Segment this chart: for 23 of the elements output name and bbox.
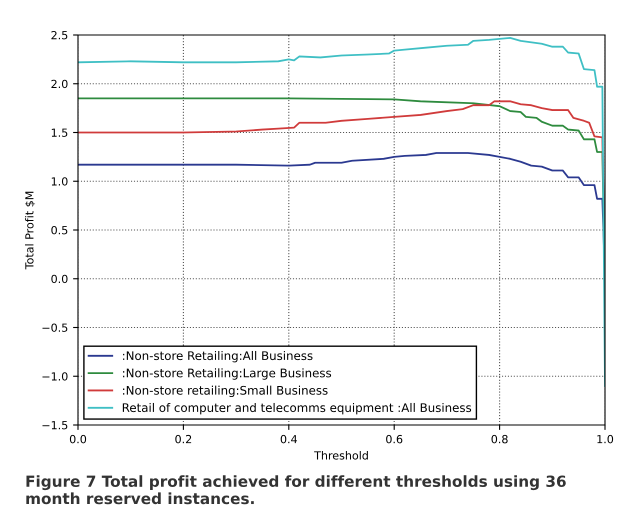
y-tick-label: 0.5 <box>51 226 68 234</box>
y-axis-title: Total Profit $M <box>24 192 36 270</box>
legend-label: :Non-store Retailing:Large Business <box>123 368 332 380</box>
x-tick-label: 0.8 <box>492 434 508 444</box>
x-tick-label: 0.4 <box>280 434 298 444</box>
x-tick-label: 0.6 <box>386 434 402 444</box>
x-tick-label: 0.0 <box>70 434 86 444</box>
y-tick-label: −1.0 <box>42 372 68 381</box>
caption: Figure 7 Total profit achieved for different thresholds using 36 month reserved instances. <box>26 475 566 504</box>
y-tick-label: 0.0 <box>51 274 68 284</box>
y-tick-label: 1.0 <box>52 177 68 186</box>
legend-label: :Non-store Retailing:All Business <box>123 350 313 362</box>
line-series <box>78 37 605 387</box>
y-tick-label: 1.5 <box>52 128 68 137</box>
y-tick-label: −1.5 <box>42 421 68 430</box>
y-tick-label: −0.5 <box>42 323 68 332</box>
x-tick-label: 1.0 <box>597 434 614 444</box>
legend-label: :Non-store retailing:Small Business <box>123 386 328 398</box>
legend-label: Retail of computer and telecomms equipment :All Business <box>122 402 472 414</box>
y-tick-label: 2.0 <box>51 80 68 88</box>
x-axis-title: Threshold <box>314 451 368 460</box>
x-tick-label: 0.2 <box>175 434 192 444</box>
y-tick-label: 2.5 <box>51 30 68 40</box>
